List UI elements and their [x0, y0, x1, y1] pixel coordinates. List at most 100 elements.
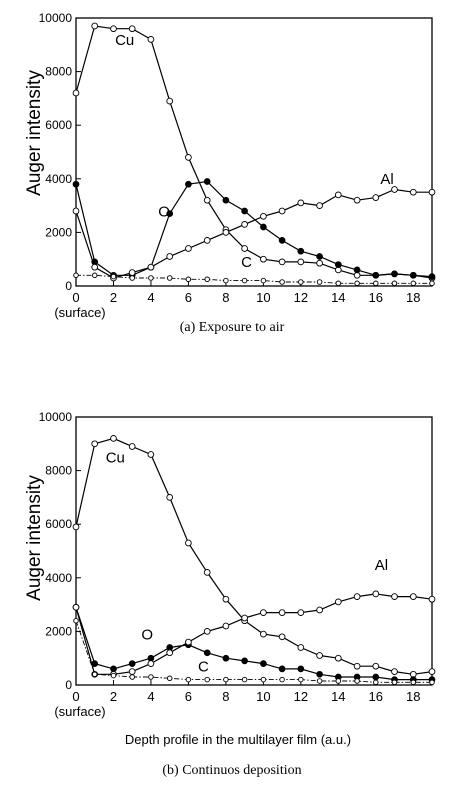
y-tick-label: 6000 — [45, 118, 72, 132]
data-point-o — [128, 660, 136, 667]
x-tick-label: 2 — [110, 290, 117, 305]
x-origin-label: (surface) — [54, 704, 105, 719]
data-point-al — [241, 614, 248, 622]
series-label-o: O — [158, 203, 170, 220]
y-axis-label: Auger intensity — [24, 475, 45, 601]
data-point-al — [316, 202, 323, 209]
x-tick-label: 10 — [256, 689, 270, 704]
data-point-c — [279, 676, 285, 683]
data-point-al — [128, 668, 136, 675]
data-point-c — [373, 280, 379, 287]
data-point-c — [391, 679, 398, 686]
data-point-c — [129, 674, 135, 680]
data-point-cu — [260, 255, 267, 263]
data-point-al — [353, 196, 361, 204]
x-origin-label: (surface) — [54, 305, 105, 320]
data-point-al — [297, 199, 305, 207]
data-point-c — [110, 672, 117, 679]
data-point-al — [297, 609, 305, 616]
data-point-cu — [91, 440, 99, 448]
data-point-o — [278, 237, 286, 244]
data-point-o — [409, 271, 417, 279]
x-tick-label: 18 — [406, 290, 420, 305]
data-point-cu — [297, 258, 305, 266]
data-point-al — [147, 660, 155, 667]
series-label-c: C — [198, 659, 209, 676]
series-label-al: Al — [375, 557, 388, 574]
data-point-cu — [166, 97, 174, 105]
data-point-cu — [203, 569, 211, 576]
data-point-al — [391, 186, 398, 193]
data-point-o — [166, 210, 174, 217]
data-point-c — [260, 676, 267, 683]
data-point-cu — [316, 652, 323, 659]
data-point-o — [372, 673, 380, 681]
axis-ticks: 0 2 4 6 8 10 12 14 16 18 0 2000 4000 6000 8000 10000 — [39, 410, 421, 704]
data-point-cu — [278, 633, 286, 641]
data-point-al — [241, 221, 248, 228]
data-point-cu — [166, 494, 174, 501]
x-tick-label: 2 — [110, 689, 117, 704]
x-tick-label: 14 — [331, 290, 345, 305]
data-point-o — [428, 273, 436, 280]
data-point-c — [185, 276, 192, 283]
data-point-al — [185, 245, 192, 252]
data-point-c — [260, 277, 267, 284]
series-line-c — [76, 274, 432, 284]
data-point-cu — [110, 435, 117, 442]
data-point-cu — [241, 245, 248, 252]
data-point-c — [316, 678, 323, 684]
data-point-o — [72, 180, 80, 188]
data-point-al — [203, 628, 211, 635]
data-point-o — [297, 247, 305, 255]
data-point-o — [334, 261, 342, 268]
data-point-o — [260, 223, 267, 231]
data-point-c — [91, 671, 98, 678]
data-point-c — [316, 279, 323, 285]
data-point-o — [185, 180, 192, 188]
data-point-c — [204, 676, 210, 683]
data-point-o — [297, 665, 305, 673]
data-point-cu — [278, 258, 286, 266]
series-label-al: Al — [380, 171, 393, 188]
data-point-c — [241, 277, 248, 284]
data-point-al — [260, 212, 267, 220]
y-tick-label: 6000 — [45, 517, 72, 531]
data-point-cu — [222, 595, 230, 603]
data-point-o — [110, 665, 117, 673]
x-tick-label: 12 — [294, 290, 308, 305]
data-point-al — [166, 253, 174, 260]
data-point-c — [279, 279, 285, 285]
data-point-al — [278, 609, 286, 616]
data-point-o — [203, 649, 211, 657]
x-axis-label: Depth profile in the multilayer film (a.… — [125, 732, 351, 747]
data-point-al — [428, 595, 436, 603]
data-point-c — [223, 676, 229, 683]
data-point-cu — [128, 25, 136, 33]
data-point-cu — [428, 668, 436, 675]
x-tick-label: 4 — [147, 689, 154, 704]
data-point-al — [166, 649, 174, 657]
data-point-cu — [391, 668, 398, 675]
series-line-c — [75, 620, 432, 683]
data-point-c — [241, 676, 248, 683]
x-tick-label: 18 — [406, 689, 420, 704]
y-axis-label: Auger intensity — [24, 70, 45, 196]
data-point-c — [354, 280, 360, 287]
data-point-cu — [147, 451, 155, 458]
data-point-c — [204, 276, 210, 283]
data-point-c — [373, 679, 379, 686]
x-tick-label: 8 — [222, 290, 229, 305]
data-point-o — [241, 657, 248, 665]
data-point-cu — [353, 271, 361, 279]
data-point-al — [222, 622, 230, 630]
series-line-al — [75, 188, 432, 279]
data-point-al — [353, 593, 361, 600]
data-point-o — [260, 660, 267, 667]
data-point-c — [185, 676, 192, 683]
data-point-al — [278, 207, 286, 215]
plot-frame — [75, 17, 433, 287]
x-tick-label: 14 — [331, 689, 345, 704]
data-point-c — [354, 678, 360, 684]
y-tick-label: 10000 — [39, 410, 73, 424]
